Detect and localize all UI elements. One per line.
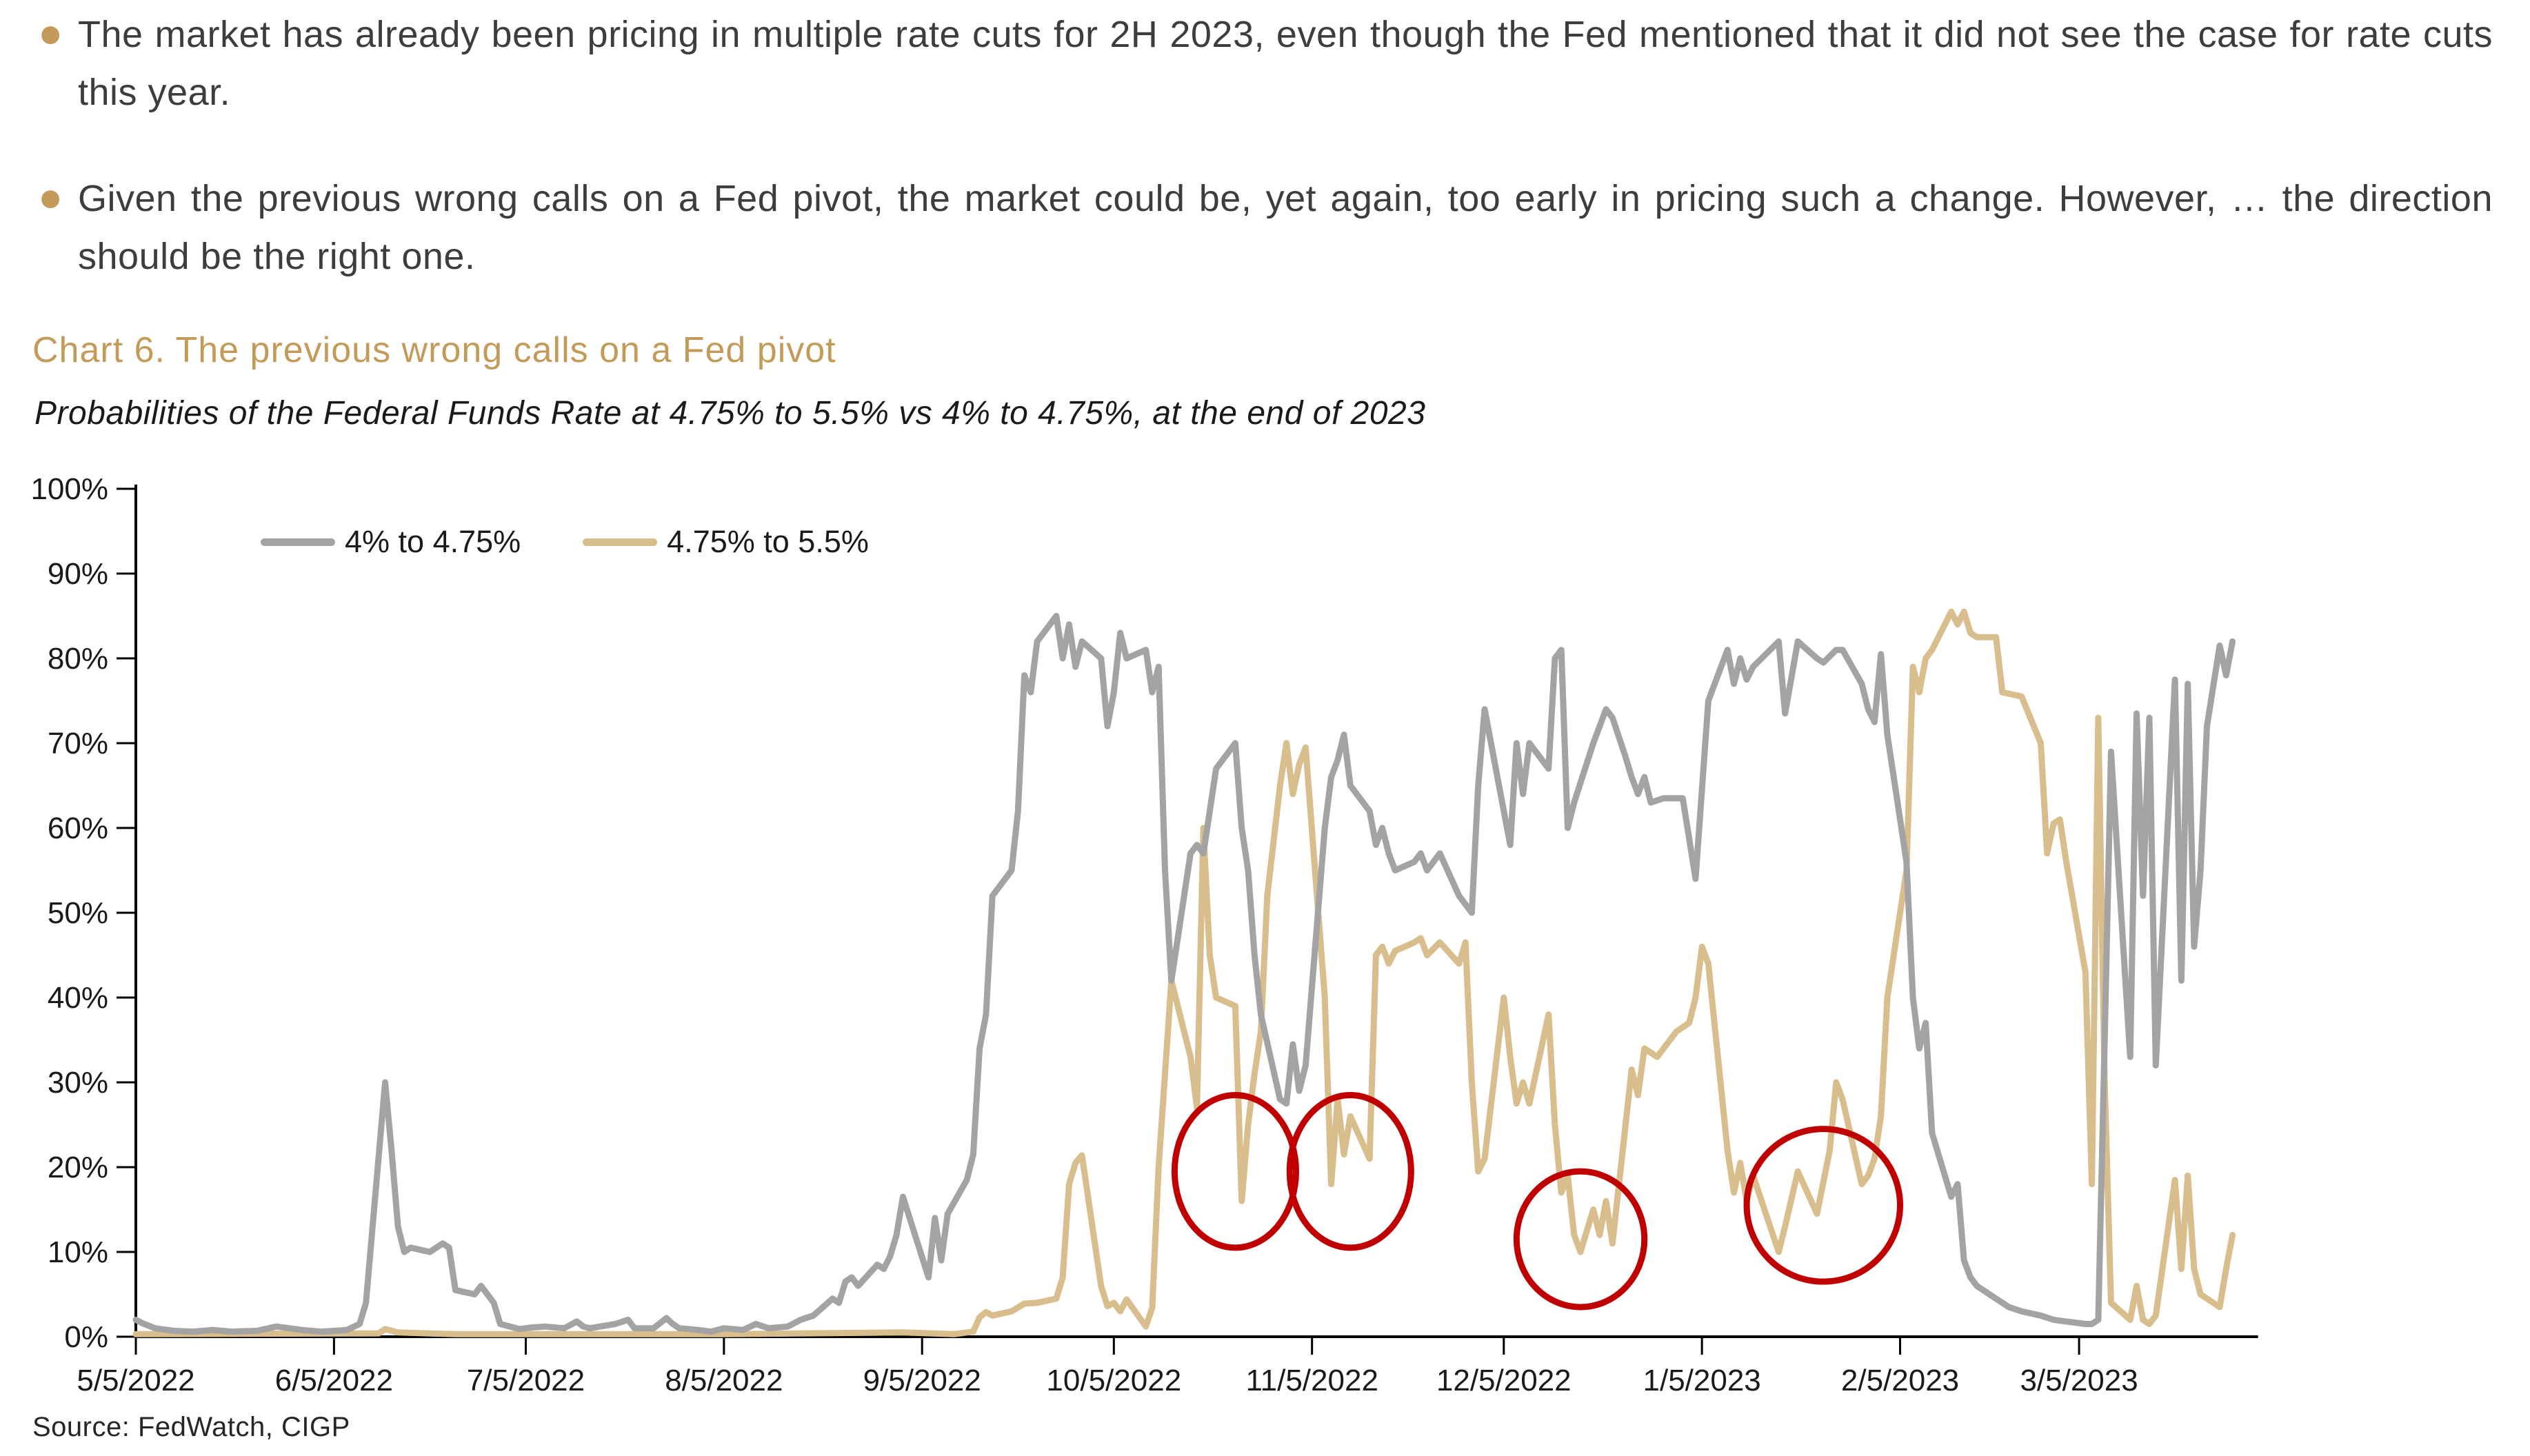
x-tick-label: 8/5/2022 xyxy=(665,1364,783,1397)
annotation-circle xyxy=(1286,1091,1414,1251)
tan-line-swatch-icon xyxy=(583,538,658,546)
chart-title: Chart 6. The previous wrong calls on a F… xyxy=(32,330,836,370)
bullet-text: Given the previous wrong calls on a Fed … xyxy=(78,178,2493,277)
x-tick-label: 9/5/2022 xyxy=(863,1364,981,1397)
y-tick-label: 30% xyxy=(48,1066,108,1100)
x-tick-label: 6/5/2022 xyxy=(275,1364,393,1397)
bullet-text: The market has already been pricing in m… xyxy=(78,14,2493,113)
chart-subtitle: Probabilities of the Federal Funds Rate … xyxy=(34,395,1426,432)
y-tick-label: 10% xyxy=(48,1235,108,1269)
bullet-list: ● The market has already been pricing in… xyxy=(0,0,2530,285)
axes xyxy=(134,484,2258,1338)
bullet-item: ● Given the previous wrong calls on a Fe… xyxy=(38,170,2493,285)
annotation-circle xyxy=(1513,1168,1648,1311)
x-tick-label: 5/5/2022 xyxy=(77,1364,194,1397)
x-tick-label: 12/5/2022 xyxy=(1436,1364,1572,1397)
y-tick-label: 0% xyxy=(64,1320,108,1354)
legend-label: 4% to 4.75% xyxy=(345,524,521,559)
annotation-circle xyxy=(1743,1126,1904,1285)
x-tick-label: 2/5/2023 xyxy=(1841,1364,1959,1397)
y-tick-label: 50% xyxy=(48,896,108,930)
gray-line-swatch-icon xyxy=(261,538,335,546)
source-note: Source: FedWatch, CIGP xyxy=(32,1412,350,1442)
y-tick-label: 100% xyxy=(30,472,108,506)
series-line-gray xyxy=(132,613,2236,1335)
y-tick-label: 80% xyxy=(48,642,108,676)
y-tick-label: 70% xyxy=(48,727,108,760)
legend-label: 4.75% to 5.5% xyxy=(667,524,869,559)
bullet-icon: ● xyxy=(38,174,63,220)
series-line-tan xyxy=(132,608,2236,1337)
x-tick-label: 1/5/2023 xyxy=(1643,1364,1761,1397)
bullet-icon: ● xyxy=(38,10,63,56)
legend-item-tan: 4.75% to 5.5% xyxy=(583,524,869,560)
chart-legend: 4% to 4.75% 4.75% to 5.5% xyxy=(261,524,869,560)
x-tick-label: 11/5/2022 xyxy=(1245,1364,1378,1397)
annotation-circle xyxy=(1171,1091,1300,1251)
x-tick-label: 7/5/2022 xyxy=(467,1364,585,1397)
y-tick-label: 20% xyxy=(48,1151,108,1184)
bullet-item: ● The market has already been pricing in… xyxy=(38,6,2493,121)
legend-item-gray: 4% to 4.75% xyxy=(261,524,521,560)
x-tick-label: 3/5/2023 xyxy=(2020,1364,2138,1397)
y-tick-label: 60% xyxy=(48,811,108,845)
y-tick-label: 40% xyxy=(48,981,108,1015)
y-tick-label: 90% xyxy=(48,557,108,591)
x-tick-label: 10/5/2022 xyxy=(1046,1364,1181,1397)
